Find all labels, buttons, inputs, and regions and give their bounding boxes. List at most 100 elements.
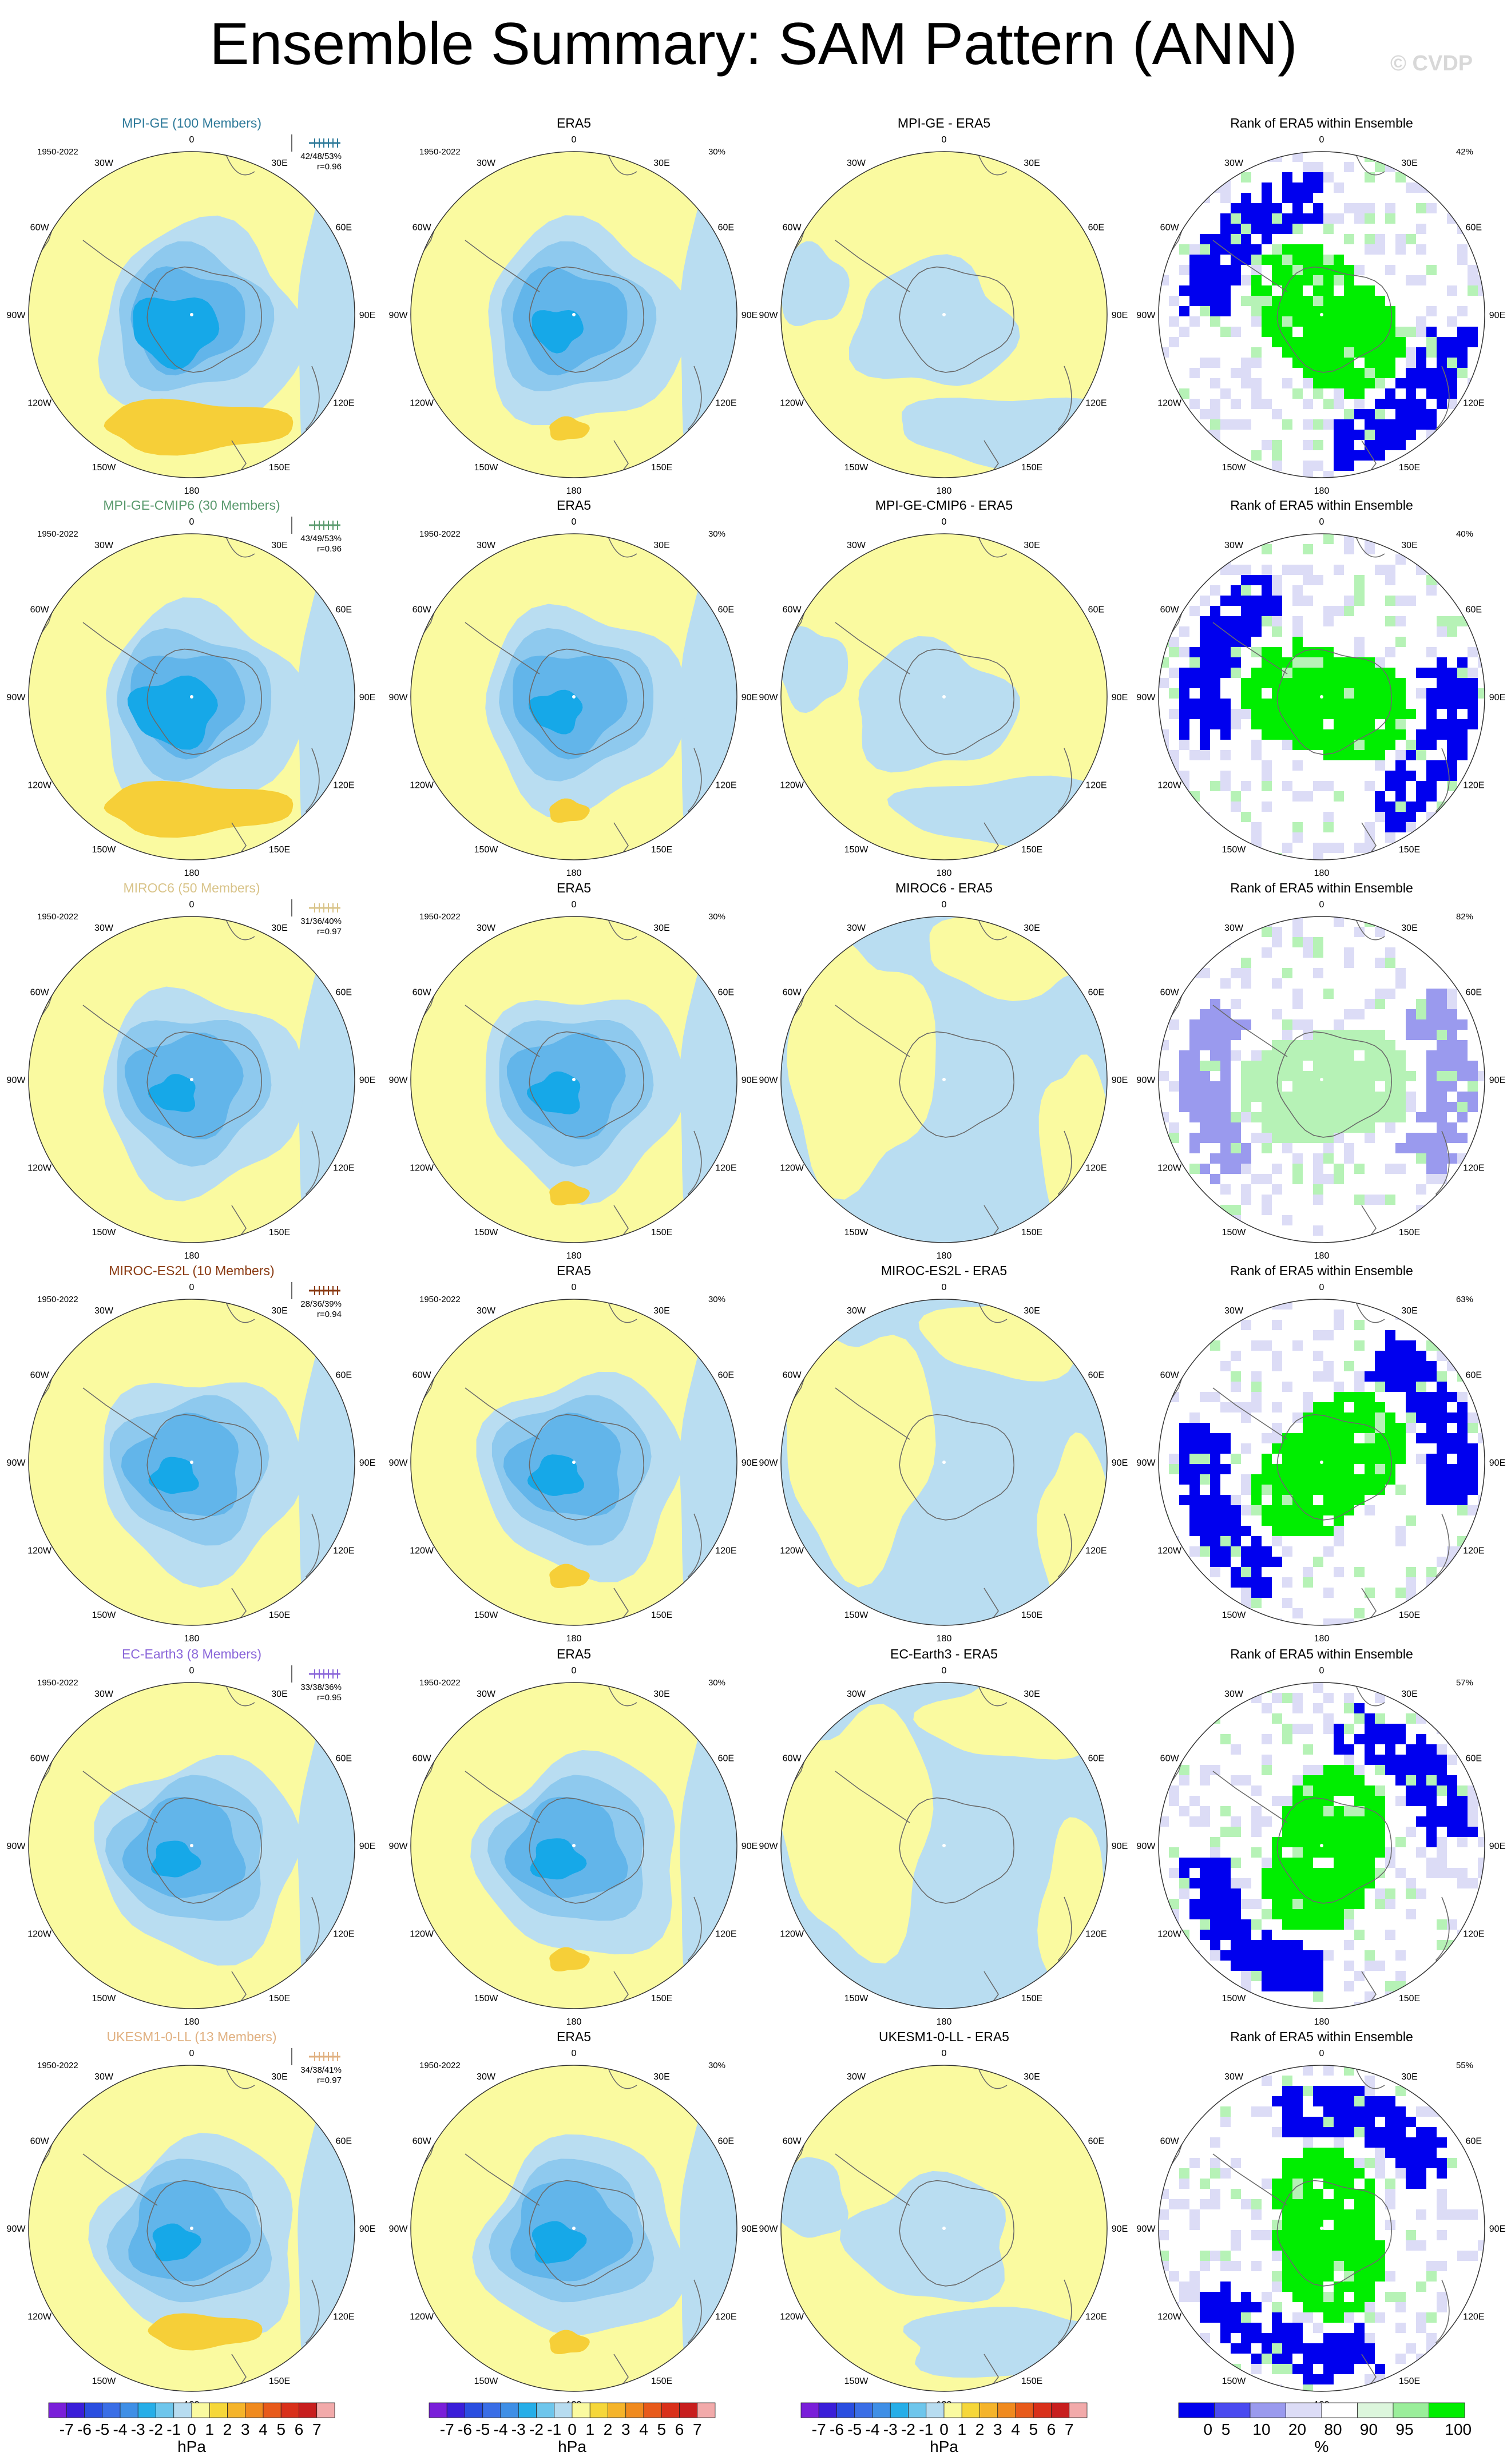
colorbar-swatch xyxy=(926,2402,945,2418)
longitude-label: 150W xyxy=(1222,1994,1247,2003)
longitude-label: 60W xyxy=(1160,2137,1180,2146)
longitude-label: 150E xyxy=(651,2376,672,2386)
colorbar-unit: hPa xyxy=(177,2438,206,2455)
longitude-label: 150E xyxy=(269,463,290,473)
colorbar-tick-label: -1 xyxy=(919,2421,933,2438)
longitude-label: 180 xyxy=(184,1634,200,1644)
longitude-label: 150E xyxy=(1021,845,1042,855)
longitude-label: 150W xyxy=(92,1610,117,1620)
longitude-label: 90W xyxy=(1137,1458,1156,1468)
longitude-label: 90E xyxy=(359,693,375,703)
coastline-africa xyxy=(608,1685,637,1707)
colorbar-tick-label: 20 xyxy=(1288,2421,1306,2438)
longitude-label: 150W xyxy=(474,2376,499,2386)
coastline-peninsula xyxy=(465,240,540,292)
colorbar-swatch xyxy=(156,2402,175,2418)
longitude-label: 30E xyxy=(1401,1689,1417,1699)
longitude-label: 120E xyxy=(1085,2312,1107,2322)
map-border xyxy=(28,916,355,1243)
colorbar-swatch xyxy=(280,2402,299,2418)
longitude-label: 0 xyxy=(1319,900,1324,910)
longitude-label: 120E xyxy=(1463,781,1484,791)
longitude-label: 30E xyxy=(271,2072,287,2082)
longitude-label: 120E xyxy=(715,2312,736,2322)
longitude-label: 30E xyxy=(1401,2072,1417,2082)
longitude-label: 60E xyxy=(1466,988,1482,998)
colorbar-swatch xyxy=(554,2402,573,2418)
longitude-label: 90W xyxy=(759,1076,779,1085)
longitude-label: 90W xyxy=(1137,1842,1156,1851)
rank-title: Rank of ERA5 within Ensemble xyxy=(1230,1646,1413,1661)
longitude-label: 120W xyxy=(410,399,434,408)
colorbar-diff-hpa: -7 -6 -5 -4 -3 -2 -1 0 1 2 3 4 5 6 7 hPa xyxy=(800,2402,1088,2455)
colorbar-tick-label: 4 xyxy=(639,2421,648,2438)
colorbar-tick-label: 5 xyxy=(1029,2421,1038,2438)
map-border xyxy=(780,151,1108,478)
colorbar-swatch xyxy=(697,2402,716,2418)
pattern-correlation: r=0.95 xyxy=(317,1693,342,1703)
longitude-label: 30W xyxy=(1224,2072,1244,2082)
longitude-label: 90E xyxy=(1489,693,1505,703)
longitude-label: 90W xyxy=(7,1842,26,1851)
coastline-africa xyxy=(608,2068,637,2089)
longitude-label: 90W xyxy=(7,693,26,703)
era5-title: ERA5 xyxy=(557,116,591,130)
longitude-label: 60W xyxy=(1160,1754,1180,1764)
coastline-africa xyxy=(1355,919,1385,941)
coastline-africa xyxy=(978,1302,1008,1323)
longitude-label: 30W xyxy=(94,158,114,168)
longitude-label: 150E xyxy=(1021,2376,1042,2386)
longitude-label: 30W xyxy=(94,2072,114,2082)
longitude-label: 0 xyxy=(189,900,195,910)
colorbar-swatch xyxy=(800,2402,819,2418)
model-sam-map: 0 30E 60E 90E 120E 150E 180 150W 120W 90W 60W 30W xyxy=(7,1666,376,2027)
longitude-label: 60E xyxy=(718,988,734,998)
colorbar-swatch xyxy=(1069,2402,1088,2418)
longitude-label: 0 xyxy=(572,135,577,145)
longitude-label: 90E xyxy=(359,2224,375,2234)
ensemble-spread-whisker xyxy=(291,134,340,152)
longitude-label: 30E xyxy=(1024,923,1040,933)
longitude-label: 150E xyxy=(651,463,672,473)
colorbar-swatch xyxy=(120,2402,138,2418)
longitude-label: 90E xyxy=(1489,311,1505,320)
longitude-label: 30E xyxy=(653,2072,669,2082)
longitude-label: 120W xyxy=(780,781,804,791)
pct-variance-stats: 34/38/41% xyxy=(300,2065,342,2075)
longitude-label: 120E xyxy=(715,1930,736,1939)
colorbar-swatch xyxy=(943,2402,962,2418)
longitude-label: 150W xyxy=(92,1994,117,2003)
model-sam-map: 0 30E 60E 90E 120E 150E 180 150W 120W 90W 60W 30W xyxy=(7,135,376,496)
longitude-label: 120E xyxy=(715,781,736,791)
longitude-label: 30E xyxy=(271,541,287,550)
longitude-label: 90W xyxy=(7,1458,26,1468)
era5-sam-map: 0 30E 60E 90E 120E 150E 180 150W 120W 90W 60W 30W xyxy=(389,517,758,878)
longitude-label: 60W xyxy=(30,605,50,615)
era5-pct-variance: 30% xyxy=(708,1295,725,1304)
colorbar-tick-label: 0 xyxy=(568,2421,577,2438)
map-border xyxy=(780,1682,1108,2009)
longitude-label: 30W xyxy=(477,1689,496,1699)
colorbar-swatch xyxy=(679,2402,698,2418)
ensemble-spread-whisker xyxy=(291,517,340,534)
difference-title: MIROC6 - ERA5 xyxy=(895,880,993,895)
longitude-label: 0 xyxy=(189,135,195,145)
coastline-africa xyxy=(225,1302,255,1323)
longitude-label: 180 xyxy=(184,486,200,496)
coastline-australia xyxy=(305,748,324,829)
longitude-label: 150W xyxy=(92,463,117,473)
longitude-label: 120W xyxy=(780,1164,804,1173)
longitude-label: 120E xyxy=(1463,1930,1484,1939)
longitude-label: 180 xyxy=(937,868,952,878)
colorbar-swatch xyxy=(589,2402,608,2418)
longitude-label: 0 xyxy=(1319,135,1324,145)
period-label: 1950-2022 xyxy=(419,912,461,922)
longitude-label: 30W xyxy=(847,158,866,168)
longitude-label: 90W xyxy=(389,1076,409,1085)
difference-title: MPI-GE-CMIP6 - ERA5 xyxy=(875,498,1013,513)
colorbar-swatch xyxy=(1357,2402,1394,2418)
colorbar-tick-label: -1 xyxy=(166,2421,181,2438)
longitude-label: 90W xyxy=(759,693,779,703)
colorbar-tick-label: -3 xyxy=(511,2421,526,2438)
rank-title: Rank of ERA5 within Ensemble xyxy=(1230,2029,1413,2044)
